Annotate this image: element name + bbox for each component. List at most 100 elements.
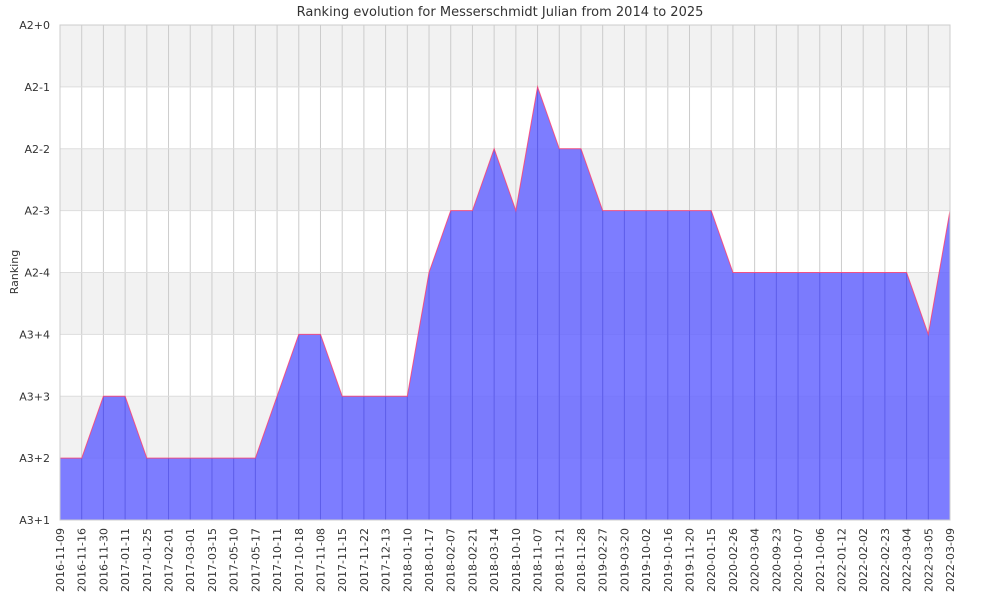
data-point: [428, 272, 430, 274]
data-point: [233, 457, 235, 459]
data-verticals: [59, 86, 951, 520]
data-point: [189, 457, 191, 459]
y-tick-label: A3+1: [19, 514, 50, 527]
y-axis-ticks: A3+1 A3+2 A3+3 A3+4 A2-4 A2-3 A2-2 A2-1 A2+0: [19, 19, 50, 527]
x-tick-label: 2022-03-09: [944, 528, 957, 592]
y-tick-label: A2-1: [25, 81, 51, 94]
data-point: [254, 457, 256, 459]
data-point: [276, 395, 278, 397]
line-series: [60, 84, 951, 459]
x-tick-label: 2016-11-16: [76, 528, 89, 592]
x-tick-label: 2017-01-25: [141, 528, 154, 592]
x-tick-label: 2019-02-27: [597, 528, 610, 592]
data-point: [819, 272, 821, 274]
x-tick-label: 2018-02-21: [466, 528, 479, 592]
x-axis-ticks: 2016-11-09 2016-11-16 2016-11-30 2017-01-11…: [54, 528, 957, 592]
data-point: [710, 210, 712, 212]
data-point: [732, 272, 734, 274]
y-tick-label: A2-3: [25, 205, 51, 218]
y-tick-label: A2-2: [25, 143, 51, 156]
x-tick-label: 2016-11-09: [54, 528, 67, 592]
data-point: [385, 395, 387, 397]
data-point: [862, 272, 864, 274]
x-tick-label: 2017-03-15: [206, 528, 219, 592]
x-tick-label: 2018-11-21: [553, 528, 566, 592]
data-point: [102, 395, 104, 397]
y-axis-label: Ranking: [8, 250, 21, 295]
x-tick-label: 2022-02-23: [879, 528, 892, 592]
x-tick-label: 2020-02-26: [727, 528, 740, 592]
data-point: [450, 210, 452, 212]
x-tick-label: 2017-11-22: [358, 528, 371, 592]
data-point: [775, 272, 777, 274]
y-tick-label: A3+4: [19, 328, 50, 341]
data-point: [927, 333, 929, 335]
y-tick-label: A3+3: [19, 390, 50, 403]
x-tick-label: 2018-10-10: [510, 528, 523, 592]
data-point: [689, 210, 691, 212]
plot-frame: [59, 24, 951, 521]
x-tick-label: 2019-11-20: [684, 528, 697, 592]
series-area: [60, 86, 950, 520]
data-point: [797, 272, 799, 274]
data-point: [754, 272, 756, 274]
x-tick-label: 2019-10-16: [662, 528, 675, 592]
x-tick-label: 2016-11-30: [97, 528, 110, 592]
x-tick-label: 2022-02-02: [857, 528, 870, 592]
x-tick-label: 2018-01-17: [423, 528, 436, 592]
x-tick-label: 2017-11-08: [314, 528, 327, 592]
y-tick-label: A3+2: [19, 452, 50, 465]
x-tick-label: 2017-12-13: [380, 528, 393, 592]
data-point: [319, 333, 321, 335]
data-point: [884, 272, 886, 274]
data-point: [81, 457, 83, 459]
x-tick-label: 2018-02-07: [445, 528, 458, 592]
x-tick-label: 2020-10-07: [792, 528, 805, 592]
plot-band: [60, 25, 950, 87]
data-point: [211, 457, 213, 459]
y-tick-label: A2-4: [25, 267, 51, 280]
x-tick-label: 2019-10-02: [640, 528, 653, 592]
x-tick-label: 2020-01-15: [705, 528, 718, 592]
data-point: [146, 457, 148, 459]
x-tick-label: 2018-03-14: [488, 528, 501, 592]
x-tick-label: 2017-11-15: [336, 528, 349, 592]
data-point: [493, 148, 495, 150]
data-point: [341, 395, 343, 397]
x-tick-label: 2017-01-11: [119, 528, 132, 592]
x-tick-label: 2019-03-20: [618, 528, 631, 592]
x-tick-label: 2022-01-12: [835, 528, 848, 592]
data-point: [580, 148, 582, 150]
data-point: [645, 210, 647, 212]
x-tick-label: 2018-11-07: [532, 528, 545, 592]
data-point: [298, 333, 300, 335]
data-point: [124, 395, 126, 397]
data-point: [168, 457, 170, 459]
data-point: [515, 210, 517, 212]
x-tick-label: 2022-03-05: [922, 528, 935, 592]
x-tick-label: 2017-05-10: [228, 528, 241, 592]
plot-band: [60, 86, 950, 149]
chart-title: Ranking evolution for Messerschmidt Juli…: [297, 5, 704, 20]
data-point: [840, 272, 842, 274]
x-tick-label: 2017-10-11: [271, 528, 284, 592]
x-tick-label: 2017-05-17: [249, 528, 262, 592]
data-point: [537, 86, 539, 88]
data-point: [558, 148, 560, 150]
data-point: [906, 272, 908, 274]
y-tick-label: A2+0: [19, 19, 50, 32]
series-line: [60, 84, 951, 459]
x-tick-label: 2020-09-23: [770, 528, 783, 592]
data-point: [623, 210, 625, 212]
area-series: [60, 86, 950, 520]
x-tick-label: 2018-11-28: [575, 528, 588, 592]
x-tick-label: 2017-02-01: [163, 528, 176, 592]
data-point: [667, 210, 669, 212]
x-tick-label: 2020-03-04: [749, 528, 762, 592]
x-tick-label: 2021-10-06: [814, 528, 827, 592]
data-point: [602, 210, 604, 212]
data-point: [471, 210, 473, 212]
data-point: [363, 395, 365, 397]
x-tick-label: 2017-10-18: [293, 528, 306, 592]
